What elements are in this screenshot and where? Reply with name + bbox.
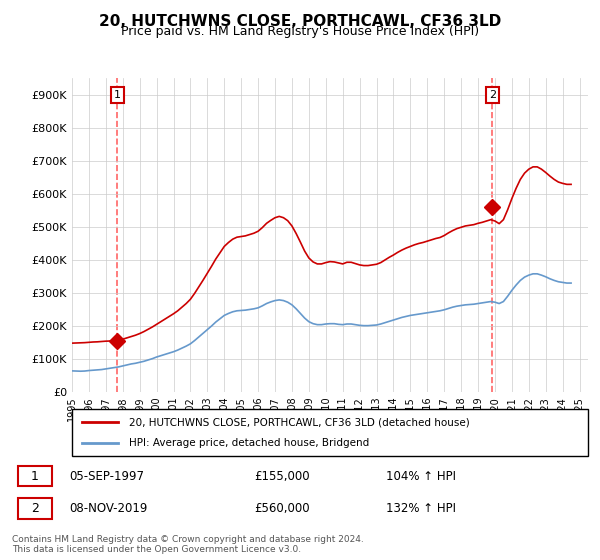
FancyBboxPatch shape (18, 466, 52, 487)
Text: £155,000: £155,000 (254, 470, 310, 483)
Text: 2: 2 (489, 90, 496, 100)
Text: 20, HUTCHWNS CLOSE, PORTHCAWL, CF36 3LD: 20, HUTCHWNS CLOSE, PORTHCAWL, CF36 3LD (99, 14, 501, 29)
Text: Price paid vs. HM Land Registry's House Price Index (HPI): Price paid vs. HM Land Registry's House … (121, 25, 479, 38)
Text: £560,000: £560,000 (254, 502, 310, 515)
Text: 1: 1 (114, 90, 121, 100)
Text: 2: 2 (31, 502, 39, 515)
Text: 05-SEP-1997: 05-SEP-1997 (70, 470, 145, 483)
FancyBboxPatch shape (72, 409, 588, 456)
Text: 08-NOV-2019: 08-NOV-2019 (70, 502, 148, 515)
Text: Contains HM Land Registry data © Crown copyright and database right 2024.
This d: Contains HM Land Registry data © Crown c… (12, 535, 364, 554)
Text: 132% ↑ HPI: 132% ↑ HPI (386, 502, 457, 515)
FancyBboxPatch shape (18, 498, 52, 519)
Text: 104% ↑ HPI: 104% ↑ HPI (386, 470, 457, 483)
Text: 1: 1 (31, 470, 39, 483)
Text: 20, HUTCHWNS CLOSE, PORTHCAWL, CF36 3LD (detached house): 20, HUTCHWNS CLOSE, PORTHCAWL, CF36 3LD … (129, 417, 470, 427)
Text: HPI: Average price, detached house, Bridgend: HPI: Average price, detached house, Brid… (129, 438, 369, 448)
